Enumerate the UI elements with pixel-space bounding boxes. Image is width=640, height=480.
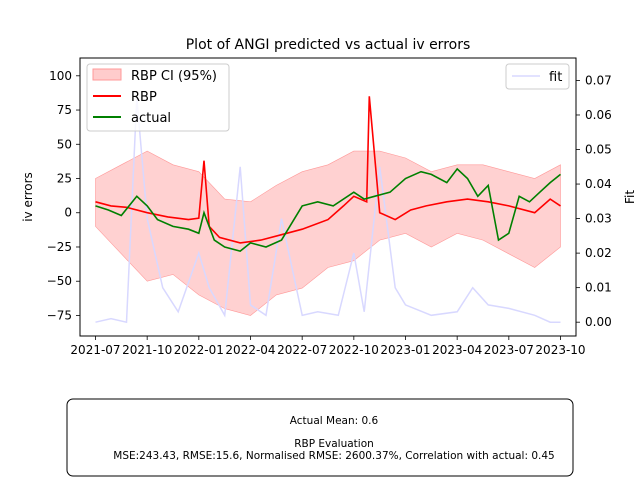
legend-left-frame [86, 63, 230, 132]
plot-area [95, 96, 561, 324]
y-axis-right: 0.00 0.01 0.02 0.03 0.04 0.05 0.06 0.07 [576, 73, 612, 329]
y-left-tick-label: 25 [57, 172, 72, 186]
x-tick-label: 2022-01 [174, 343, 224, 357]
evaluation-title: RBP Evaluation [294, 438, 374, 450]
x-tick-label: 2023-01 [380, 343, 430, 357]
y-right-tick-label: 0.07 [585, 73, 612, 87]
y-left-tick-label: 75 [57, 103, 72, 117]
y-right-tick-label: 0.04 [585, 177, 612, 191]
evaluation-metrics: MSE:243.43, RMSE:15.6, Normalised RMSE: … [113, 450, 554, 462]
legend-left: RBP CI (95%) RBP actual [86, 63, 230, 132]
y-left-tick-label: 0 [64, 206, 72, 220]
y-axis-left: −75 −50 −25 0 25 50 75 100 [47, 69, 80, 322]
legend-ci-swatch [92, 68, 122, 81]
chart-title: Plot of ANGI predicted vs actual iv erro… [186, 37, 471, 53]
y-right-tick-label: 0.03 [585, 212, 612, 226]
x-tick-label: 2023-10 [535, 343, 585, 357]
x-tick-label: 2022-04 [225, 343, 275, 357]
legend-ci-label: RBP CI (95%) [131, 69, 217, 84]
x-tick-label: 2023-07 [484, 343, 534, 357]
fit-line [95, 97, 561, 324]
legend-fit-label: fit [549, 70, 562, 85]
y-left-tick-label: −75 [47, 308, 72, 322]
y-left-tick-label: −50 [47, 274, 72, 288]
legend-right: fit [505, 63, 570, 90]
x-tick-label: 2021-07 [70, 343, 120, 357]
x-axis: 2021-07 2021-10 2022-01 2022-04 2022-07 2022-… [70, 336, 586, 357]
y-right-tick-label: 0.01 [585, 281, 612, 295]
y-right-tick-label: 0.02 [585, 246, 612, 260]
plot-frame [79, 57, 577, 337]
legend-actual-label: actual [131, 111, 171, 126]
x-tick-label: 2022-07 [277, 343, 327, 357]
y-right-tick-label: 0.00 [585, 315, 612, 329]
rbp-line [95, 96, 561, 244]
evaluation-box-frame [66, 398, 574, 477]
y-left-tick-label: 100 [49, 69, 72, 83]
y-left-tick-label: −25 [47, 240, 72, 254]
x-tick-label: 2021-10 [122, 343, 172, 357]
evaluation-box: Actual Mean: 0.6 RBP Evaluation MSE:243.… [66, 398, 574, 477]
x-tick-label: 2022-10 [329, 343, 379, 357]
x-tick-label: 2023-04 [432, 343, 482, 357]
y-left-tick-label: 50 [57, 137, 72, 151]
actual-mean-text: Actual Mean: 0.6 [290, 415, 379, 427]
y-axis-left-label: iv errors [21, 172, 35, 222]
y-right-tick-label: 0.05 [585, 143, 612, 157]
legend-rbp-label: RBP [131, 90, 157, 105]
ci-band [95, 150, 561, 316]
y-right-tick-label: 0.06 [585, 108, 612, 122]
actual-line [95, 167, 561, 252]
y-axis-right-label: Fit [623, 190, 637, 204]
